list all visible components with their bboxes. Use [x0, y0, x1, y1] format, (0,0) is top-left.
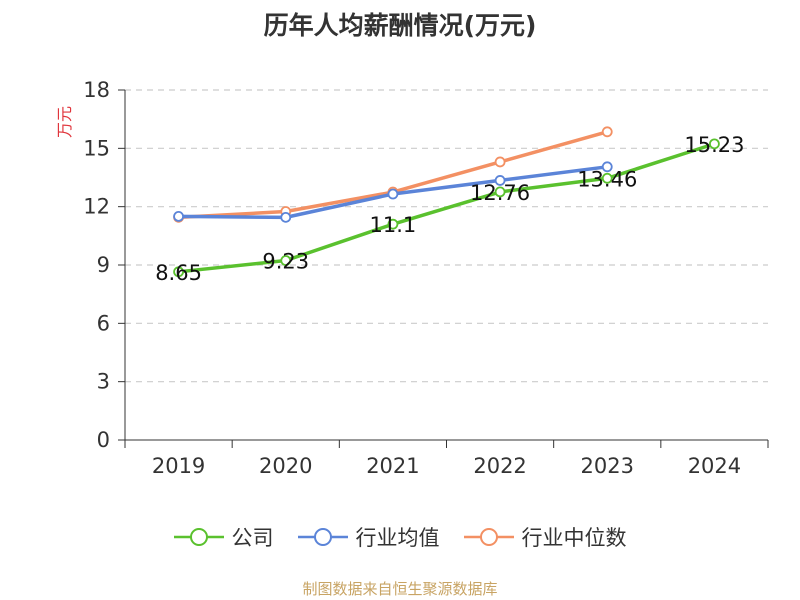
legend-item-company[interactable]: 公司 — [173, 522, 274, 552]
legend-label-industry-median: 行业中位数 — [521, 526, 627, 550]
data-point — [280, 211, 292, 223]
data-point — [494, 186, 506, 198]
data-label: 11.1 — [370, 213, 417, 237]
x-tick-label: 2022 — [473, 454, 526, 478]
data-point — [601, 161, 613, 173]
data-label: 13.46 — [577, 167, 637, 191]
y-tick-label: 15 — [83, 136, 110, 160]
data-point — [601, 126, 613, 138]
series-line — [178, 142, 715, 274]
legend-marker-industry-mean — [297, 528, 348, 546]
data-label: 9.23 — [262, 250, 309, 274]
data-source-note: 制图数据来自恒生聚源数据库 — [302, 580, 498, 598]
x-tick-label: 2023 — [581, 454, 634, 478]
legend-item-industry-mean[interactable]: 行业均值 — [297, 522, 440, 552]
chart-title: 历年人均薪酬情况(万元) — [263, 11, 537, 40]
data-point — [709, 138, 720, 150]
data-point — [494, 156, 506, 168]
legend-marker-company — [173, 528, 224, 546]
data-point — [387, 218, 399, 230]
data-label: 12.76 — [470, 181, 530, 205]
y-tick-label: 12 — [83, 195, 110, 219]
data-point — [280, 255, 292, 266]
legend: 公司 行业均值 行业中位数 — [0, 522, 800, 552]
legend-item-industry-median[interactable]: 行业中位数 — [463, 522, 627, 552]
y-tick-label: 0 — [97, 428, 110, 452]
x-tick-label: 2020 — [259, 454, 312, 478]
y-axis-label: 万元 — [55, 106, 74, 138]
y-tick-label: 18 — [83, 78, 110, 102]
data-label: 15.23 — [684, 133, 744, 157]
y-tick-label: 3 — [97, 370, 110, 394]
data-label: 8.65 — [155, 261, 202, 285]
legend-label-industry-mean: 行业均值 — [355, 526, 440, 550]
x-tick-label: 2024 — [688, 454, 741, 478]
x-tick-label: 2019 — [152, 454, 205, 478]
legend-label-company: 公司 — [231, 526, 274, 550]
legend-marker-industry-median — [463, 528, 514, 546]
data-point — [173, 266, 184, 278]
y-tick-label: 6 — [97, 311, 110, 335]
data-point — [601, 172, 613, 184]
data-point — [387, 188, 399, 200]
y-tick-label: 9 — [97, 253, 110, 277]
data-point — [494, 175, 506, 186]
data-point — [173, 210, 184, 222]
x-tick-label: 2021 — [366, 454, 419, 478]
